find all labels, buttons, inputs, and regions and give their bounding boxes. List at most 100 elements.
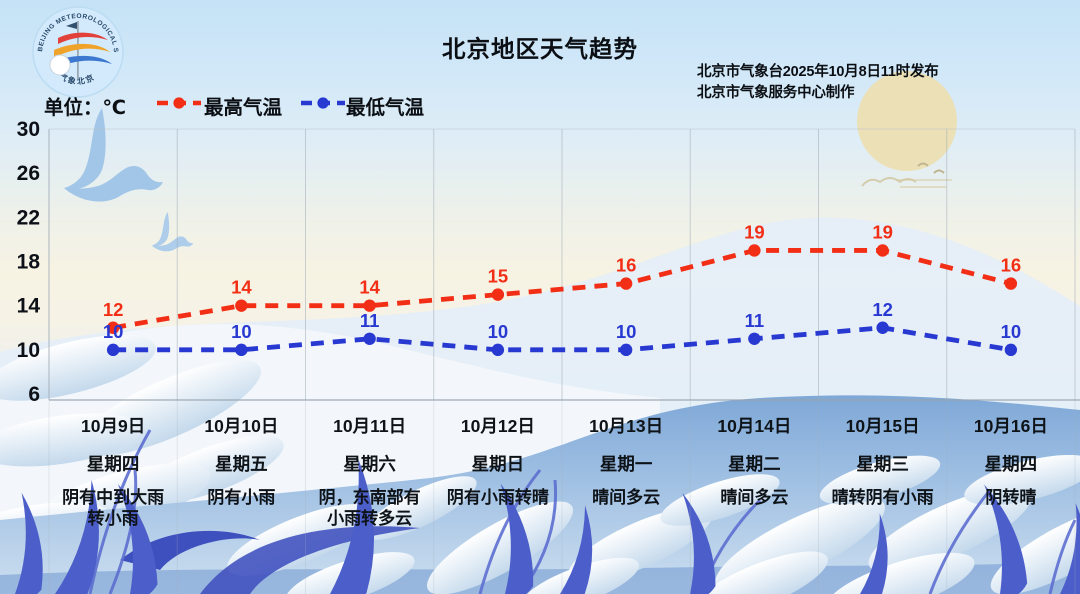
data-point [1004, 343, 1018, 357]
date-label: 10月11日 [333, 416, 407, 436]
weather-label-line: 晴间多云 [592, 488, 661, 507]
data-point [619, 343, 633, 357]
weather-label: 阴有小雨转晴 [423, 488, 573, 509]
weather-label: 阴有小雨 [166, 488, 316, 509]
data-point-value: 10 [103, 321, 124, 342]
y-tick-label: 14 [17, 295, 41, 318]
weather-label: 晴间多云 [679, 488, 829, 509]
issuer-info: 北京市气象台2025年10月8日11时发布 北京市气象服务中心制作 [697, 62, 939, 104]
data-point-value: 15 [488, 266, 509, 287]
forecast-column: 10月14日 星期二晴间多云 [679, 413, 829, 509]
weather-label-line: 晴转阴有小雨 [831, 488, 934, 507]
date-label: 10月14日 [717, 416, 792, 436]
weekday-label: 星期五 [215, 454, 268, 474]
data-point-value: 19 [872, 221, 893, 242]
data-point-value: 10 [488, 321, 509, 342]
weekday-label: 星期一 [599, 454, 653, 474]
data-point [748, 244, 761, 257]
date-label: 10月16日 [973, 416, 1048, 436]
data-point-value: 14 [231, 277, 252, 298]
y-tick-label: 30 [17, 118, 40, 141]
data-point [491, 288, 505, 301]
data-point-value: 11 [745, 310, 765, 331]
data-point-value: 12 [872, 299, 893, 320]
y-tick-label: 6 [28, 383, 40, 406]
data-point [106, 343, 120, 357]
data-point-value: 10 [1001, 321, 1022, 342]
beijing-meteorological-service-logo: BEIJING METEOROLOGICAL SERVICE 气象北京 [30, 4, 124, 98]
logo-red-swoosh [58, 32, 108, 44]
data-point [363, 299, 376, 312]
data-point [235, 299, 248, 312]
issuer-line1: 北京市气象台2025年10月8日11时发布 [697, 64, 939, 80]
weekday-label: 星期三 [856, 454, 909, 474]
logo-mast [77, 21, 79, 79]
forecast-column: 10月11日 星期六阴，东南部有 小雨转多云 [295, 413, 445, 529]
forecast-column: 10月16日 星期四阴转晴 [936, 413, 1080, 509]
weekday-label: 星期四 [984, 454, 1038, 474]
weekday-label: 星期六 [343, 454, 396, 474]
data-point-value: 16 [1001, 255, 1022, 276]
data-point-value: 14 [359, 277, 380, 298]
legend-marker-max-temp [157, 97, 201, 109]
data-point [491, 343, 505, 357]
cloud-icon [861, 177, 917, 187]
weather-label-line: 阴，东南部有 [318, 488, 421, 507]
weather-label: 阴转晴 [936, 488, 1080, 509]
issuer-line2: 北京市气象服务中心制作 [697, 85, 855, 101]
data-point [619, 277, 633, 290]
legend-marker-min-temp [301, 97, 345, 109]
series-line-min-temp [113, 325, 1012, 353]
weekday-label: 星期日 [471, 454, 525, 474]
data-point [106, 321, 120, 334]
weather-label: 阴，东南部有 小雨转多云 [295, 488, 445, 529]
weather-label-line: 阴有小雨 [207, 488, 276, 507]
data-point-value: 16 [616, 255, 637, 276]
weather-label-line: 阴转晴 [985, 488, 1037, 507]
weather-label: 晴转阴有小雨 [808, 488, 958, 509]
weather-label: 晴间多云 [551, 488, 701, 509]
logo-radar-dome [49, 54, 71, 76]
date-label: 10月15日 [845, 416, 920, 436]
date-label: 10月12日 [460, 416, 535, 436]
page-title: 北京地区天气趋势 [442, 36, 638, 62]
geese-icon [917, 162, 945, 174]
y-tick-label: 22 [17, 206, 40, 229]
reed-leaves-illustration [15, 429, 1080, 594]
legend-label-max-temp: 最高气温 [204, 97, 283, 119]
weather-label: 阴有中到大雨 转小雨 [38, 488, 188, 529]
data-point-value: 10 [231, 321, 252, 342]
weather-label-line: 阴有中到大雨 [62, 488, 165, 507]
series-line-max-temp [112, 248, 1012, 331]
logo-wind-vane [66, 22, 77, 29]
date-label: 10月9日 [81, 416, 146, 436]
sun-icon [857, 71, 957, 171]
legend-label-min-temp: 最低气温 [346, 97, 425, 119]
dove-icon [151, 212, 194, 252]
data-point [876, 321, 889, 334]
data-point [235, 343, 248, 357]
date-label: 10月13日 [589, 416, 664, 436]
weather-label-line: 晴间多云 [720, 488, 789, 507]
horizon-lines [896, 179, 952, 188]
weather-label-line: 转小雨 [87, 508, 139, 528]
unit-label: 单位：℃ [44, 97, 127, 119]
forecast-column: 10月13日 星期一晴间多云 [551, 413, 701, 509]
forecast-column: 10月10日 星期五阴有小雨 [166, 413, 316, 509]
y-tick-label: 10 [17, 339, 40, 362]
date-label: 10月10日 [204, 416, 279, 436]
data-point [876, 244, 889, 257]
weekday-label: 星期二 [728, 454, 781, 474]
y-tick-label: 26 [17, 162, 40, 185]
dove-icon [64, 108, 163, 202]
forecast-column: 10月9日星期四阴有中到大雨 转小雨 [38, 413, 188, 529]
weekday-label: 星期四 [86, 454, 140, 474]
weather-label-line: 阴有小雨转晴 [446, 488, 549, 507]
data-point-value: 10 [616, 321, 637, 342]
data-point [748, 332, 761, 345]
data-point [363, 332, 376, 345]
data-point-value: 12 [103, 299, 124, 320]
